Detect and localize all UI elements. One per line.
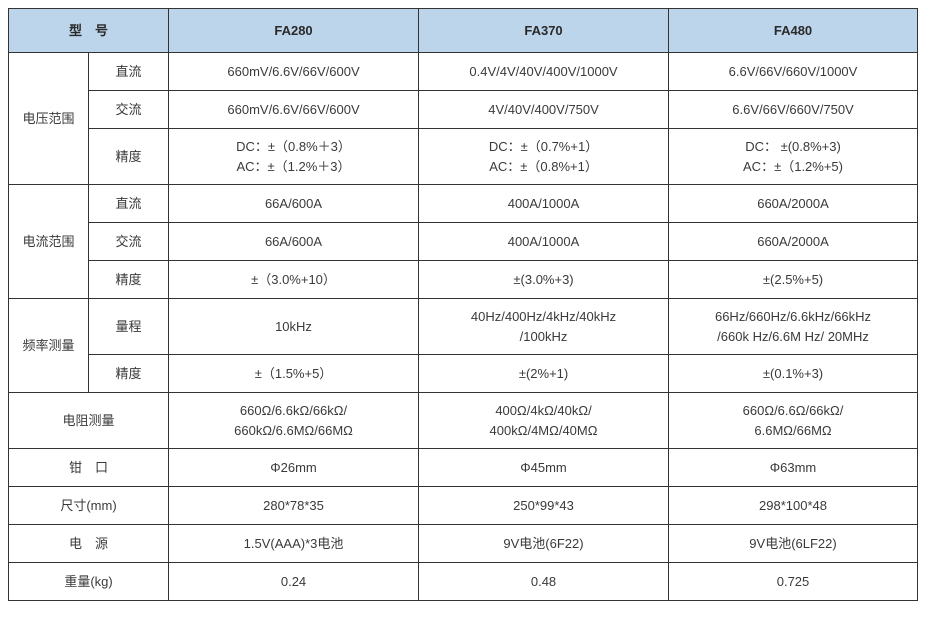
category-label: 频率测量: [9, 299, 89, 393]
cell-line: DC：±（0.7%+1）: [423, 137, 664, 157]
cell-line: 660kΩ/6.6MΩ/66MΩ: [173, 421, 414, 441]
cell-line: /100kHz: [423, 327, 664, 347]
cell-value: 298*100*48: [669, 487, 918, 525]
sub-label: 直流: [89, 185, 169, 223]
header-model: 型 号: [9, 9, 169, 53]
table-row: 尺寸(mm)280*78*35250*99*43298*100*48: [9, 487, 918, 525]
cell-value: DC： ±(0.8%+3)AC：±（1.2%+5): [669, 129, 918, 185]
category-label: 电流范围: [9, 185, 89, 299]
table-row: 精度±（3.0%+10）±(3.0%+3)±(2.5%+5): [9, 261, 918, 299]
row-label: 电阻测量: [9, 393, 169, 449]
cell-value: 40Hz/400Hz/4kHz/40kHz/100kHz: [419, 299, 669, 355]
category-label: 电压范围: [9, 53, 89, 185]
cell-value: 66Hz/660Hz/6.6kHz/66kHz/660k Hz/6.6M Hz/…: [669, 299, 918, 355]
row-label: 尺寸(mm): [9, 487, 169, 525]
cell-value: ±(2.5%+5): [669, 261, 918, 299]
table-row: 电流范围直流66A/600A400A/1000A660A/2000A: [9, 185, 918, 223]
cell-line: DC：±（0.8%＋3）: [173, 137, 414, 157]
header-col-1: FA370: [419, 9, 669, 53]
cell-line: 400kΩ/4MΩ/40MΩ: [423, 421, 664, 441]
cell-value: 4V/40V/400V/750V: [419, 91, 669, 129]
cell-value: 400Ω/4kΩ/40kΩ/400kΩ/4MΩ/40MΩ: [419, 393, 669, 449]
row-label: 重量(kg): [9, 563, 169, 601]
cell-value: 0.48: [419, 563, 669, 601]
cell-value: 9V电池(6F22): [419, 525, 669, 563]
table-row: 电 源1.5V(AAA)*3电池9V电池(6F22)9V电池(6LF22): [9, 525, 918, 563]
cell-line: 400Ω/4kΩ/40kΩ/: [423, 401, 664, 421]
cell-value: 0.4V/4V/40V/400V/1000V: [419, 53, 669, 91]
row-label: 钳 口: [9, 449, 169, 487]
spec-table: 型 号 FA280 FA370 FA480 电压范围直流660mV/6.6V/6…: [8, 8, 918, 601]
cell-value: 660mV/6.6V/66V/600V: [169, 53, 419, 91]
cell-value: 660Ω/6.6kΩ/66kΩ/660kΩ/6.6MΩ/66MΩ: [169, 393, 419, 449]
sub-label: 精度: [89, 129, 169, 185]
cell-line: 660Ω/6.6Ω/66kΩ/: [673, 401, 913, 421]
cell-value: DC：±（0.7%+1）AC：±（0.8%+1）: [419, 129, 669, 185]
cell-value: 400A/1000A: [419, 185, 669, 223]
cell-value: 280*78*35: [169, 487, 419, 525]
row-label: 电 源: [9, 525, 169, 563]
cell-value: 1.5V(AAA)*3电池: [169, 525, 419, 563]
cell-line: AC：±（1.2%＋3）: [173, 157, 414, 177]
cell-value: 9V电池(6LF22): [669, 525, 918, 563]
cell-value: Φ63mm: [669, 449, 918, 487]
cell-value: 660A/2000A: [669, 223, 918, 261]
cell-value: Φ26mm: [169, 449, 419, 487]
cell-value: ±(0.1%+3): [669, 355, 918, 393]
table-row: 电阻测量660Ω/6.6kΩ/66kΩ/660kΩ/6.6MΩ/66MΩ400Ω…: [9, 393, 918, 449]
cell-value: ±(3.0%+3): [419, 261, 669, 299]
cell-value: 6.6V/66V/660V/1000V: [669, 53, 918, 91]
table-row: 电压范围直流660mV/6.6V/66V/600V0.4V/4V/40V/400…: [9, 53, 918, 91]
table-row: 精度DC：±（0.8%＋3）AC：±（1.2%＋3）DC：±（0.7%+1）AC…: [9, 129, 918, 185]
cell-value: 250*99*43: [419, 487, 669, 525]
cell-value: 0.725: [669, 563, 918, 601]
cell-value: ±（1.5%+5）: [169, 355, 419, 393]
sub-label: 量程: [89, 299, 169, 355]
table-row: 交流66A/600A400A/1000A660A/2000A: [9, 223, 918, 261]
cell-value: 0.24: [169, 563, 419, 601]
cell-line: 660Ω/6.6kΩ/66kΩ/: [173, 401, 414, 421]
table-row: 交流660mV/6.6V/66V/600V4V/40V/400V/750V6.6…: [9, 91, 918, 129]
table-row: 钳 口Φ26mmΦ45mmΦ63mm: [9, 449, 918, 487]
sub-label: 精度: [89, 261, 169, 299]
sub-label: 交流: [89, 223, 169, 261]
cell-line: 40Hz/400Hz/4kHz/40kHz: [423, 307, 664, 327]
cell-value: 660mV/6.6V/66V/600V: [169, 91, 419, 129]
cell-line: AC：±（0.8%+1）: [423, 157, 664, 177]
cell-value: ±（3.0%+10）: [169, 261, 419, 299]
cell-line: 6.6MΩ/66MΩ: [673, 421, 913, 441]
table-body: 电压范围直流660mV/6.6V/66V/600V0.4V/4V/40V/400…: [9, 53, 918, 601]
cell-value: 10kHz: [169, 299, 419, 355]
cell-value: 660Ω/6.6Ω/66kΩ/6.6MΩ/66MΩ: [669, 393, 918, 449]
cell-value: Φ45mm: [419, 449, 669, 487]
cell-value: 66A/600A: [169, 185, 419, 223]
sub-label: 交流: [89, 91, 169, 129]
sub-label: 精度: [89, 355, 169, 393]
table-row: 重量(kg)0.240.480.725: [9, 563, 918, 601]
cell-line: 66Hz/660Hz/6.6kHz/66kHz: [673, 307, 913, 327]
cell-value: ±(2%+1): [419, 355, 669, 393]
cell-value: DC：±（0.8%＋3）AC：±（1.2%＋3）: [169, 129, 419, 185]
cell-line: /660k Hz/6.6M Hz/ 20MHz: [673, 327, 913, 347]
cell-value: 660A/2000A: [669, 185, 918, 223]
cell-value: 6.6V/66V/660V/750V: [669, 91, 918, 129]
table-row: 精度±（1.5%+5）±(2%+1)±(0.1%+3): [9, 355, 918, 393]
header-row: 型 号 FA280 FA370 FA480: [9, 9, 918, 53]
cell-line: AC：±（1.2%+5): [673, 157, 913, 177]
header-col-0: FA280: [169, 9, 419, 53]
cell-value: 66A/600A: [169, 223, 419, 261]
cell-value: 400A/1000A: [419, 223, 669, 261]
table-row: 频率测量量程10kHz40Hz/400Hz/4kHz/40kHz/100kHz6…: [9, 299, 918, 355]
header-col-2: FA480: [669, 9, 918, 53]
cell-line: DC： ±(0.8%+3): [673, 137, 913, 157]
sub-label: 直流: [89, 53, 169, 91]
